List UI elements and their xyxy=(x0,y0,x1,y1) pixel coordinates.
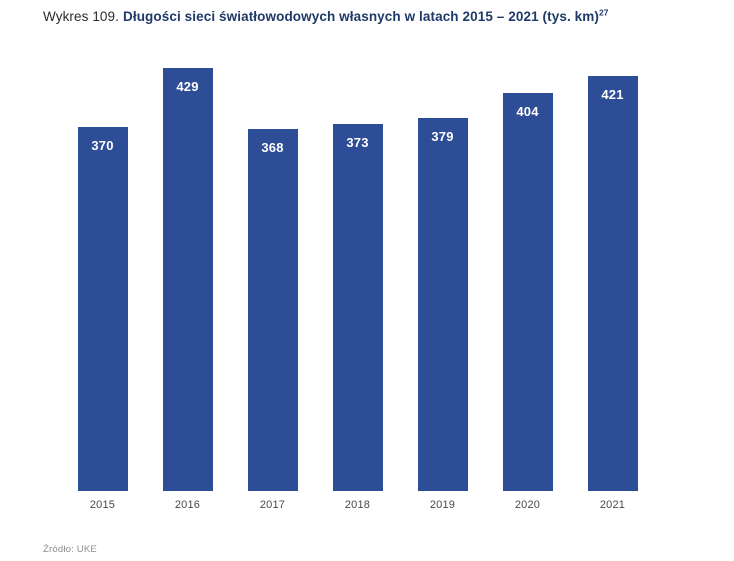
x-axis-tick-label: 2019 xyxy=(429,499,456,511)
chart-title: Wykres 109. Długości sieci światłowodowyc… xyxy=(43,7,609,24)
bar-2017: 368 xyxy=(247,129,298,491)
bar-2020: 404 xyxy=(502,93,553,491)
bar-column: 379 2019 xyxy=(400,61,485,511)
x-axis-tick-label: 2020 xyxy=(514,499,541,511)
x-axis-tick-label: 2015 xyxy=(89,499,116,511)
bar-area: 429 xyxy=(145,61,230,491)
bar-chart: 370 2015 429 2016 368 2017 373 2018 379 2019 404 20… xyxy=(60,61,655,511)
bar-column: 368 2017 xyxy=(230,61,315,511)
bar-value-label: 404 xyxy=(516,104,539,119)
bar-area: 368 xyxy=(230,61,315,491)
bar-value-label: 429 xyxy=(176,79,199,94)
bar-value-label: 421 xyxy=(601,87,624,102)
bar-area: 373 xyxy=(315,61,400,491)
bar-2021: 421 xyxy=(587,76,638,491)
x-axis-tick-label: 2021 xyxy=(599,499,626,511)
bar-2018: 373 xyxy=(332,124,383,491)
bar-value-label: 368 xyxy=(261,140,284,155)
bar-column: 373 2018 xyxy=(315,61,400,511)
bar-value-label: 370 xyxy=(91,138,114,153)
chart-title-prefix: Wykres 109. xyxy=(43,9,120,24)
x-axis-tick-label: 2018 xyxy=(344,499,371,511)
x-axis-tick-label: 2017 xyxy=(259,499,286,511)
x-axis-tick-label: 2016 xyxy=(174,499,201,511)
bar-column: 370 2015 xyxy=(60,61,145,511)
chart-title-footnote-ref: 27 xyxy=(598,7,609,18)
bar-area: 404 xyxy=(485,61,570,491)
chart-title-main: Długości sieci światłowodowych własnych … xyxy=(123,9,599,24)
bar-column: 429 2016 xyxy=(145,61,230,511)
bar-2016: 429 xyxy=(162,68,213,491)
bar-value-label: 373 xyxy=(346,135,369,150)
bar-area: 370 xyxy=(60,61,145,491)
source-note: Źródło: UKE xyxy=(43,544,97,555)
bar-value-label: 379 xyxy=(431,129,454,144)
bar-column: 404 2020 xyxy=(485,61,570,511)
bar-area: 379 xyxy=(400,61,485,491)
bar-2015: 370 xyxy=(77,127,128,491)
bar-2019: 379 xyxy=(417,118,468,491)
bar-area: 421 xyxy=(570,61,655,491)
bar-column: 421 2021 xyxy=(570,61,655,511)
